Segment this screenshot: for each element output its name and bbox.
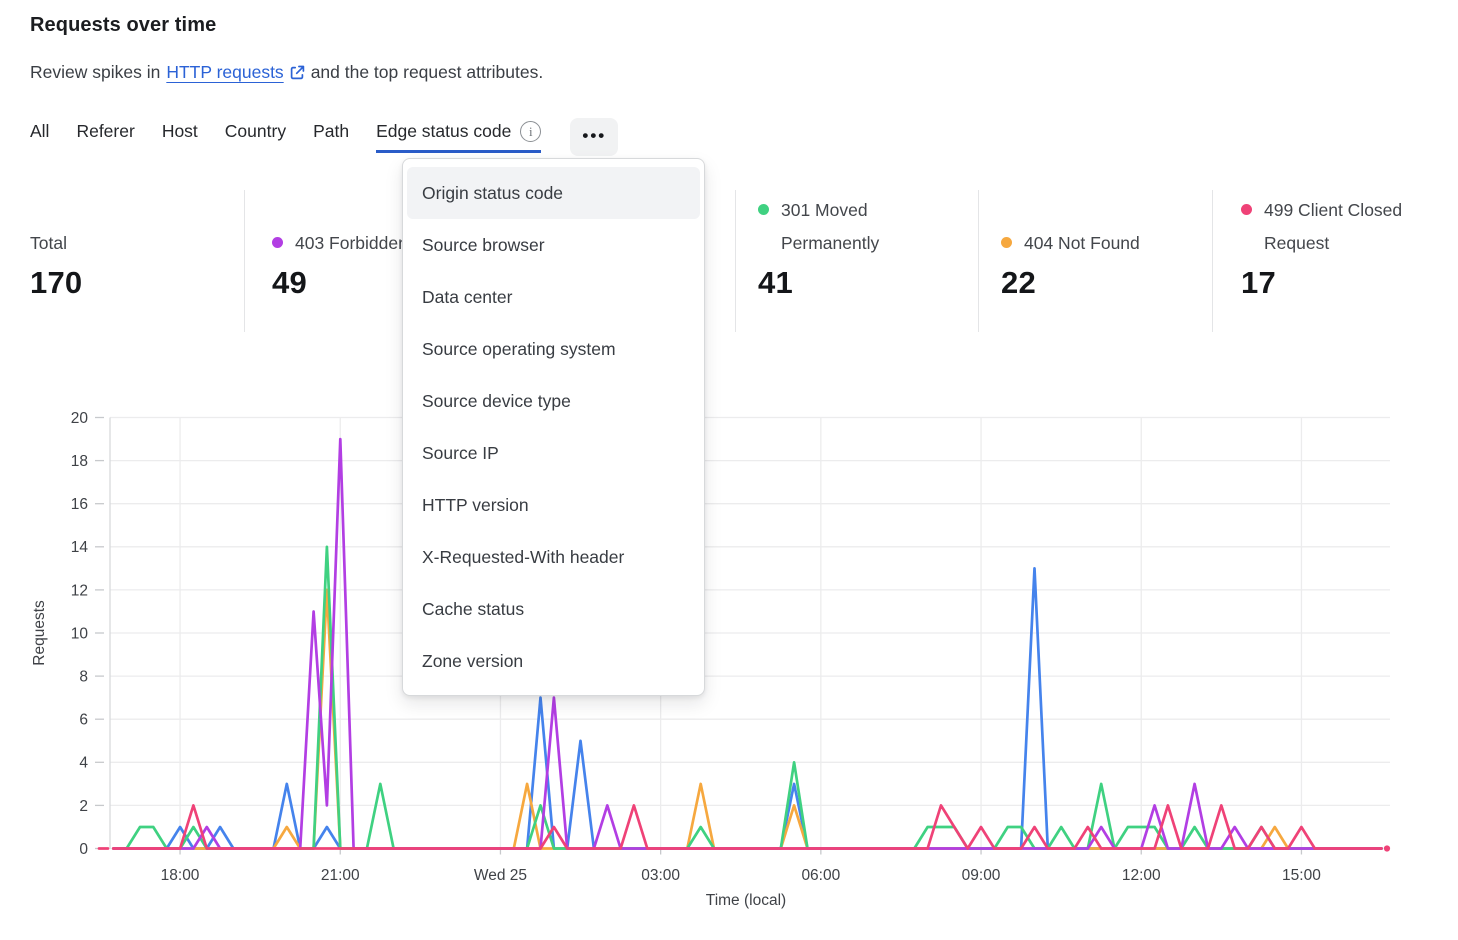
menu-item-cache-status[interactable]: Cache status xyxy=(422,598,525,619)
menu-item-http-version[interactable]: HTTP version xyxy=(422,494,529,515)
dimension-dropdown-menu: Origin status code Source browser Data cen… xyxy=(402,158,705,696)
menu-item-origin-status-code[interactable]: Origin status code xyxy=(407,167,700,219)
x-tick-label: 15:00 xyxy=(1282,867,1321,884)
stat-divider xyxy=(1212,190,1213,332)
x-tick-label: 09:00 xyxy=(962,867,1001,884)
menu-item-data-center[interactable]: Data center xyxy=(422,286,513,307)
subtitle: Review spikes in HTTP requests and the t… xyxy=(30,62,543,83)
stat-label: Total xyxy=(30,233,67,253)
y-tick-label: 4 xyxy=(79,755,88,772)
y-tick-label: 12 xyxy=(71,582,88,599)
stat-divider xyxy=(735,190,736,332)
stat-block-499-client-closed-request: 499 Client Closed Request 17 xyxy=(1241,192,1419,301)
tab-referer[interactable]: Referer xyxy=(76,121,135,141)
y-tick-label: 6 xyxy=(79,712,88,729)
stat-value: 41 xyxy=(758,265,793,300)
x-tick-label: 18:00 xyxy=(161,867,200,884)
menu-item-source-browser[interactable]: Source browser xyxy=(422,234,545,255)
x-tick-label: 21:00 xyxy=(321,867,360,884)
more-dimensions-button[interactable]: ••• xyxy=(570,118,619,156)
stat-label: 301 Moved Permanently xyxy=(781,200,880,253)
tab-all[interactable]: All xyxy=(30,121,50,141)
info-icon[interactable]: i xyxy=(520,121,542,142)
stat-block-total: Total 170 xyxy=(30,192,82,301)
stat-block-404-not-found: 404 Not Found 22 xyxy=(1001,192,1140,301)
y-tick-label: 18 xyxy=(71,453,88,470)
stat-series-dot xyxy=(1001,237,1012,248)
series-line-label-hidden-by-menu xyxy=(111,566,1383,850)
y-tick-label: 20 xyxy=(71,410,89,427)
menu-item-source-ip[interactable]: Source IP xyxy=(422,442,499,463)
tab-host[interactable]: Host xyxy=(161,121,198,141)
menu-item-source-operating-system[interactable]: Source operating system xyxy=(422,338,616,359)
stat-value: 49 xyxy=(272,265,307,300)
y-tick-label: 16 xyxy=(71,496,88,513)
stat-value: 170 xyxy=(30,265,83,300)
stat-series-dot xyxy=(758,204,769,215)
y-tick-label: 10 xyxy=(71,625,89,642)
x-tick-label: 06:00 xyxy=(801,867,840,884)
ellipsis-icon: ••• xyxy=(582,125,607,145)
stat-series-dot xyxy=(1241,204,1252,215)
subtitle-prefix: Review spikes in xyxy=(30,62,161,82)
series-line-404-not-found xyxy=(111,588,1383,850)
stat-label: 403 Forbidden xyxy=(295,233,408,253)
subtitle-suffix: and the top request attributes. xyxy=(310,62,544,82)
tab-path[interactable]: Path xyxy=(313,121,350,141)
stat-block-301-moved-permanently: 301 Moved Permanently 41 xyxy=(758,192,936,301)
menu-item-source-device-type[interactable]: Source device type xyxy=(422,390,571,411)
stat-value: 17 xyxy=(1241,265,1276,300)
series-line-301-moved-permanently xyxy=(111,545,1383,850)
stat-series-dot xyxy=(272,237,283,248)
series-line-403-forbidden xyxy=(111,437,1383,850)
tab-edge-status-code[interactable]: Edge status code i xyxy=(376,118,542,153)
stat-value: 22 xyxy=(1001,265,1036,300)
y-tick-label: 14 xyxy=(71,539,89,556)
y-tick-label: 0 xyxy=(79,841,88,858)
chart-grid: 0 2 4 6 8 10 12 14 16 18 20 18:00 21:00 Wed 25 03:00 06… xyxy=(71,410,1390,884)
y-tick-label: 2 xyxy=(79,798,88,815)
stat-block-403-forbidden: 403 Forbidden 49 xyxy=(272,192,408,301)
x-tick-label: 12:00 xyxy=(1122,867,1161,884)
stat-divider xyxy=(978,190,979,332)
chart-x-axis-label: Time (local) xyxy=(706,892,786,909)
stat-label: 499 Client Closed Request xyxy=(1264,200,1403,253)
chart-y-axis-label: Requests xyxy=(31,600,48,666)
menu-item-x-requested-with-header[interactable]: X-Requested-With header xyxy=(422,546,625,567)
stat-label: 404 Not Found xyxy=(1024,233,1140,253)
menu-item-zone-version[interactable]: Zone version xyxy=(422,650,524,671)
x-tick-label: 03:00 xyxy=(641,867,680,884)
series-line-499-client-closed-request xyxy=(111,804,1383,850)
http-requests-link[interactable]: HTTP requests xyxy=(166,62,304,83)
tab-country[interactable]: Country xyxy=(224,121,287,141)
stat-divider xyxy=(244,190,245,332)
page-title: Requests over time xyxy=(30,14,217,36)
series-end-dot-499-client-closed-request xyxy=(1383,845,1391,852)
dimension-tabs: All Referer Host Country Path Edge status cod… xyxy=(30,118,619,156)
y-tick-label: 8 xyxy=(79,669,88,686)
external-link-icon xyxy=(290,65,304,80)
x-tick-label: Wed 25 xyxy=(474,867,527,884)
